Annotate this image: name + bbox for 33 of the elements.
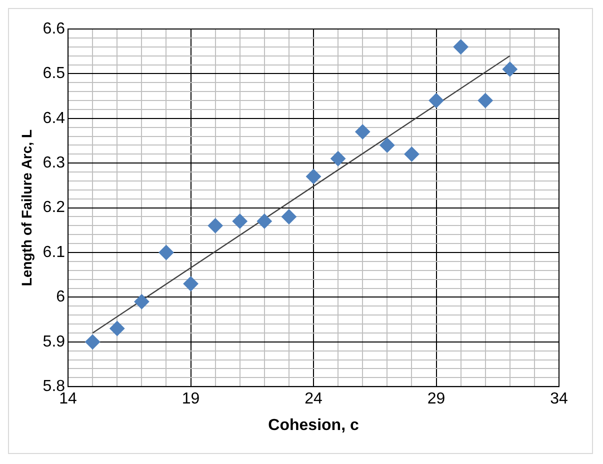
y-tick-label: 5.9	[42, 333, 66, 350]
y-tick-label: 6.1	[42, 244, 66, 261]
point	[110, 320, 125, 336]
y-tick-label: 6.4	[42, 110, 66, 127]
point	[330, 151, 346, 166]
x-tick-label: 14	[59, 390, 78, 408]
point	[208, 218, 223, 234]
y-tick-label: 6.5	[42, 65, 66, 82]
y-tick-label: 6	[56, 288, 66, 306]
point	[428, 93, 444, 108]
point	[306, 169, 322, 184]
point	[256, 214, 272, 229]
x-axis-title: Cohesion, c	[268, 416, 359, 434]
point	[502, 62, 518, 77]
point	[404, 146, 420, 162]
point	[232, 214, 248, 229]
y-tick-label: 6.2	[42, 199, 66, 216]
y-tick-label: 6.6	[42, 20, 66, 38]
point	[380, 138, 395, 153]
point	[355, 124, 370, 140]
point	[478, 93, 493, 108]
x-tick-label: 24	[304, 390, 323, 408]
point	[85, 334, 100, 350]
point	[453, 39, 468, 54]
y-axis-title: Length of Failure Arc, L	[18, 129, 34, 286]
point	[158, 245, 174, 260]
point	[281, 209, 296, 224]
point	[134, 294, 150, 310]
y-tick-label: 6.3	[42, 154, 66, 172]
x-tick-label: 19	[182, 390, 200, 408]
x-tick-label: 29	[427, 390, 446, 408]
point	[183, 276, 198, 292]
x-tick-label: 34	[550, 390, 568, 408]
